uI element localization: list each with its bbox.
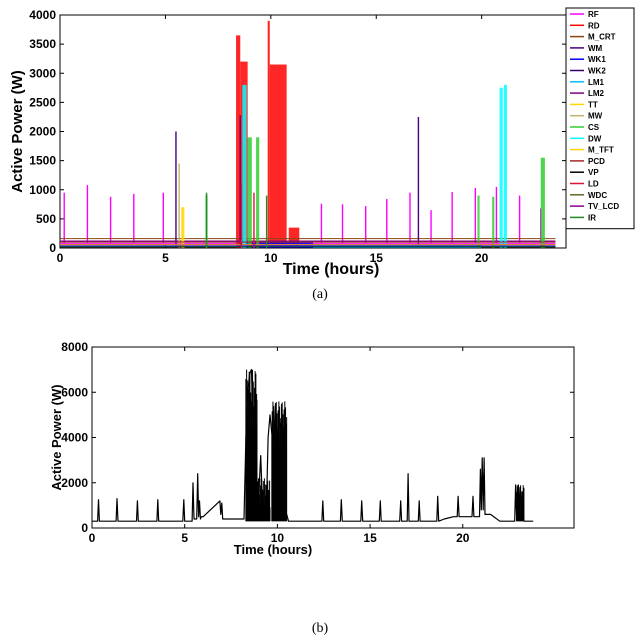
y-tick-label: 2000: [61, 476, 88, 490]
power-block: [242, 84, 247, 248]
legend-entry: CS: [588, 123, 600, 132]
power-block: [288, 227, 300, 248]
series-aggregate: [92, 369, 534, 522]
legend-entry: TT: [588, 100, 598, 109]
legend-entry: RF: [588, 10, 599, 19]
aggregate-bursts: [245, 369, 525, 522]
y-tick-label: 8000: [61, 340, 88, 354]
power-block: [247, 137, 252, 248]
y-tick-label: 1500: [29, 154, 56, 168]
y-tick-label: 4000: [61, 431, 88, 445]
chart-caption: (a): [312, 287, 328, 302]
y-tick-label: 1000: [29, 183, 56, 197]
y-axis-label: Active Power (W): [9, 70, 26, 193]
legend-entry: DW: [588, 134, 602, 143]
legend-entry: WDC: [588, 191, 607, 200]
legend-entry: RD: [588, 21, 600, 30]
y-axis-label: Active Power (W): [49, 384, 64, 490]
power-block: [256, 137, 260, 248]
y-tick-label: 3500: [29, 37, 56, 51]
legend-entry: LD: [588, 180, 599, 189]
x-axis-label: Time (hours): [283, 261, 380, 278]
power-block: [236, 35, 241, 248]
y-tick-label: 500: [36, 212, 56, 226]
chart-b: 0 5 10 15 20 0 2000 4000 6000 8000 Time (hours) Act…: [49, 340, 575, 636]
y-tick-label: 2500: [29, 95, 56, 109]
chart-caption: (b): [312, 621, 329, 636]
x-tick-label: 0: [57, 251, 64, 265]
x-tick-label: 15: [363, 531, 377, 545]
legend-entry: WK1: [588, 55, 606, 64]
x-axis-label: Time (hours): [234, 542, 313, 557]
legend-entry: WM: [588, 44, 603, 53]
x-tick-label: 15: [370, 251, 384, 265]
legend-entry: WK2: [588, 67, 606, 76]
y-tick-label: 3000: [29, 66, 56, 80]
power-block: [267, 20, 270, 248]
legend-entry: VP: [588, 168, 599, 177]
legend-entry: MW: [588, 112, 603, 121]
x-tick-label: 10: [271, 531, 285, 545]
series-dw: [242, 84, 507, 248]
legend-entry: TV_LCD: [588, 202, 619, 211]
series-tt: [181, 207, 185, 248]
legend-entry: IR: [588, 213, 596, 222]
series-lm1: [60, 244, 556, 248]
power-block: [313, 244, 482, 248]
legend-entry: PCD: [588, 157, 605, 166]
legend-entry: LM2: [588, 89, 605, 98]
plot-frame: [91, 346, 575, 529]
power-block: [503, 84, 507, 248]
chart-a: 0 5 10 15 20 0 500 1000 1500 2000 2500 3000 3500 4000…: [9, 7, 635, 302]
x-tick-label: 0: [89, 531, 96, 545]
power-block: [269, 64, 287, 248]
x-tick-label: 5: [162, 251, 169, 265]
power-block: [540, 157, 545, 248]
power-block: [181, 207, 185, 248]
x-tick-label: 10: [264, 251, 278, 265]
series-ir: [205, 192, 268, 248]
y-tick-label: 6000: [61, 385, 88, 399]
series-ld: [240, 183, 255, 248]
y-tick-label: 0: [81, 521, 88, 535]
legend-box: [565, 7, 635, 230]
legend: RF RD M_CRT WM WK1 WK2 LM1 LM2 TT MW CS DW M_TFT PCD V…: [565, 7, 635, 230]
x-tick-label: 5: [181, 531, 188, 545]
power-block: [477, 195, 480, 248]
power-block: [492, 196, 495, 248]
legend-entry: M_TFT: [588, 146, 614, 155]
x-tick-label: 20: [475, 251, 489, 265]
series-wm: [175, 115, 420, 248]
plot-frame: [59, 14, 567, 249]
y-tick-label: 2000: [29, 125, 56, 139]
power-block: [499, 87, 503, 248]
y-tick-label: 4000: [29, 8, 56, 22]
legend-entry: M_CRT: [588, 33, 616, 42]
y-tick-label: 0: [49, 241, 56, 255]
x-tick-label: 20: [456, 531, 470, 545]
legend-entry: LM1: [588, 78, 605, 87]
plot-area: [60, 20, 556, 248]
